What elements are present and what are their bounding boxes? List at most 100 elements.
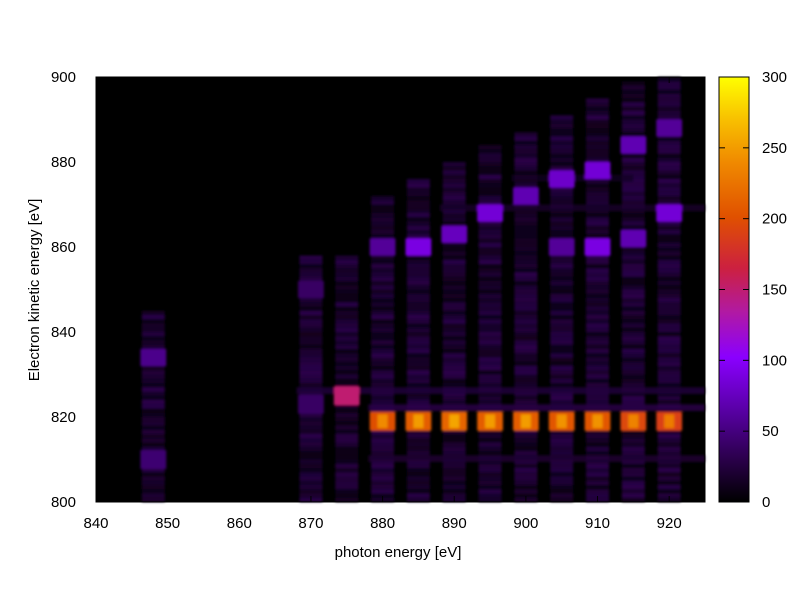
heatmap-cell <box>299 272 323 277</box>
heatmap-cell <box>335 255 359 260</box>
heatmap-cell <box>141 472 165 477</box>
heatmap-cell <box>514 400 538 405</box>
heatmap-cell <box>335 281 359 286</box>
heatmap-cell <box>335 459 359 464</box>
heatmap-cell <box>657 485 681 490</box>
heatmap-cell <box>335 276 359 281</box>
heatmap-cell <box>657 370 681 375</box>
heatmap-cell <box>478 336 502 341</box>
heatmap-cell <box>514 395 538 400</box>
heatmap-cell <box>299 480 323 485</box>
heatmap-cell <box>621 451 645 456</box>
heatmap-cell <box>478 259 502 264</box>
heatmap-cell <box>657 336 681 341</box>
heatmap-cell <box>657 374 681 379</box>
heatmap-cell <box>406 383 430 388</box>
heatmap-cell <box>514 268 538 273</box>
heatmap-cell <box>550 255 574 260</box>
heatmap-cell <box>550 442 574 447</box>
heatmap-cell <box>621 306 645 311</box>
heatmap-cell <box>478 153 502 158</box>
heatmap-cell <box>586 200 609 205</box>
heatmap-cell <box>335 497 359 502</box>
heatmap-cell <box>586 183 609 188</box>
heatmap-cell <box>586 344 609 349</box>
heatmap-cell <box>442 323 466 328</box>
heatmap-peak-core <box>556 414 567 429</box>
heatmap-cell <box>406 497 430 502</box>
heatmap-cell <box>141 366 165 371</box>
heatmap-cell <box>550 298 574 303</box>
heatmap-cell <box>550 162 574 167</box>
heatmap-cell <box>621 340 645 345</box>
heatmap-cell <box>586 157 609 162</box>
heatmap-cell <box>141 408 165 413</box>
heatmap-peak <box>477 204 503 222</box>
plot-frame <box>95 76 706 503</box>
heatmap-cell <box>141 400 165 405</box>
heatmap-cell <box>514 306 538 311</box>
heatmap-cell <box>442 489 466 494</box>
heatmap-cell <box>621 85 645 90</box>
colorbar-tick-label: 0 <box>762 494 770 511</box>
heatmap-cell <box>371 472 395 477</box>
heatmap-cell <box>514 170 538 175</box>
x-tick-label: 920 <box>657 515 682 532</box>
heatmap-cell <box>442 200 466 205</box>
heatmap-cell <box>442 383 466 388</box>
heatmap-cell <box>478 276 502 281</box>
heatmap-cell <box>657 327 681 332</box>
heatmap-cell <box>335 476 359 481</box>
heatmap-cell <box>406 395 430 400</box>
x-tick-label: 850 <box>155 515 180 532</box>
heatmap-cell <box>621 480 645 485</box>
heatmap-cell <box>442 272 466 277</box>
heatmap-cell <box>514 480 538 485</box>
heatmap-cell <box>550 217 574 222</box>
heatmap-cell <box>621 272 645 277</box>
heatmap-cell <box>299 374 323 379</box>
heatmap-cell <box>550 463 574 468</box>
heatmap-cell <box>141 315 165 320</box>
heatmap-cell <box>442 213 466 218</box>
heatmap-cell <box>550 315 574 320</box>
heatmap-cell <box>478 442 502 447</box>
heatmap-cell <box>335 327 359 332</box>
heatmap-cell <box>406 293 430 298</box>
heatmap-peak <box>405 238 432 256</box>
heatmap-cell <box>657 344 681 349</box>
heatmap-cell <box>621 289 645 294</box>
heatmap-cell <box>141 319 165 324</box>
heatmap-cell <box>442 298 466 303</box>
heatmap-cell <box>621 166 645 171</box>
heatmap-cell <box>371 485 395 490</box>
heatmap-cell <box>406 442 430 447</box>
heatmap-cell <box>657 366 681 371</box>
heatmap-cell <box>514 272 538 277</box>
heatmap-cell <box>442 285 466 290</box>
heatmap-cell <box>141 434 165 439</box>
heatmap-cell <box>478 323 502 328</box>
heatmap-cell <box>514 434 538 439</box>
heatmap-cell <box>586 370 609 375</box>
heatmap-cell <box>514 476 538 481</box>
heatmap-cell <box>478 306 502 311</box>
heatmap-cell <box>550 272 574 277</box>
heatmap-cell <box>586 111 609 116</box>
heatmap-cell <box>621 191 645 196</box>
heatmap-cell <box>442 183 466 188</box>
heatmap-cell <box>550 323 574 328</box>
heatmap-cell <box>586 285 609 290</box>
colorbar-tick-label: 150 <box>762 282 787 299</box>
heatmap-cell <box>478 157 502 162</box>
heatmap-cell <box>371 289 395 294</box>
heatmap-cell <box>621 366 645 371</box>
heatmap-cell <box>442 361 466 366</box>
heatmap-cell <box>586 234 609 239</box>
heatmap-cell <box>586 272 609 277</box>
heatmap-cell <box>550 293 574 298</box>
heatmap-cell <box>621 429 645 434</box>
heatmap-cells <box>140 77 705 502</box>
heatmap-cell <box>299 425 323 430</box>
x-tick-label: 910 <box>585 515 610 532</box>
